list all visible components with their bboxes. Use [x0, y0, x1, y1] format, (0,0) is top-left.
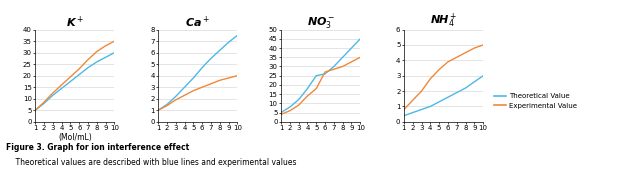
- Legend: Theoretical Value, Experimental Value: Theoretical Value, Experimental Value: [491, 90, 580, 111]
- Title: Ca$^+$: Ca$^+$: [186, 14, 210, 30]
- Text: Figure 3. Graph for ion interference effect: Figure 3. Graph for ion interference eff…: [6, 143, 189, 152]
- Title: K$^+$: K$^+$: [66, 14, 84, 30]
- Title: NO$_3^-$: NO$_3^-$: [307, 15, 335, 30]
- X-axis label: (Mol/mL): (Mol/mL): [58, 133, 92, 142]
- Text: Theoretical values are described with blue lines and experimental values: Theoretical values are described with bl…: [6, 158, 297, 167]
- Title: NH$_4^+$: NH$_4^+$: [430, 11, 458, 30]
